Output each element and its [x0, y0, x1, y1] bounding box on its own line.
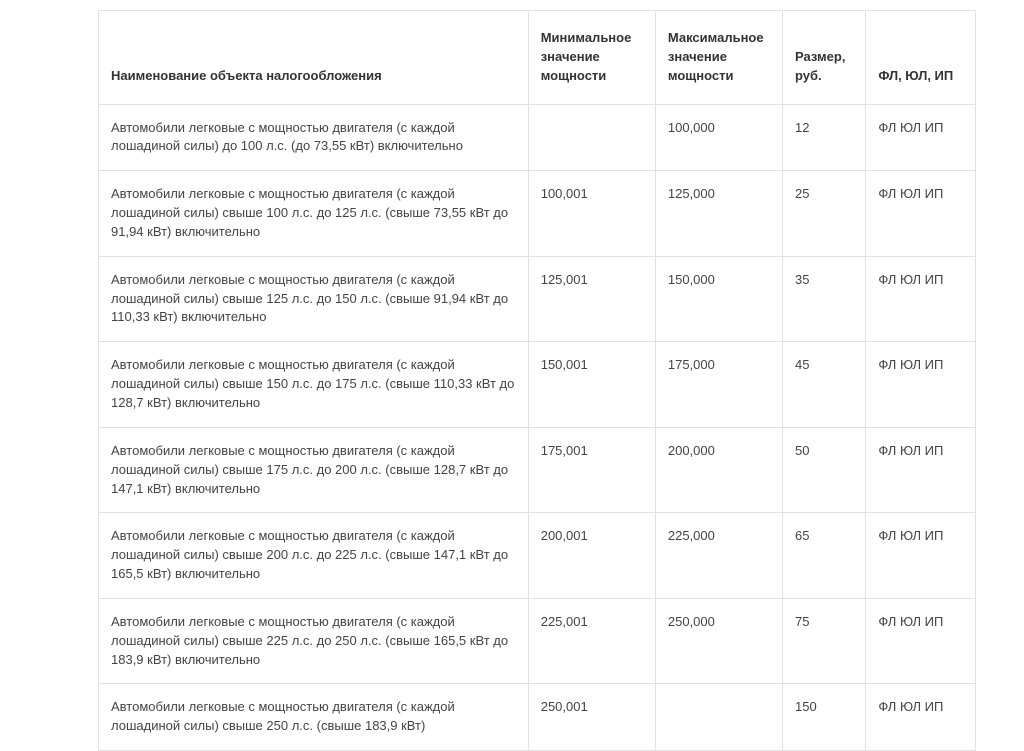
col-header-min: Минимальное значение мощности: [528, 11, 655, 105]
col-header-type: ФЛ, ЮЛ, ИП: [866, 11, 976, 105]
cell-rate: 50: [783, 427, 866, 513]
table-row: Автомобили легковые с мощностью двигател…: [99, 171, 976, 257]
table-row: Автомобили легковые с мощностью двигател…: [99, 256, 976, 342]
cell-max: 225,000: [655, 513, 782, 599]
cell-min: 250,001: [528, 684, 655, 751]
cell-min: 175,001: [528, 427, 655, 513]
cell-name: Автомобили легковые с мощностью двигател…: [99, 513, 529, 599]
col-header-max: Максимальное значение мощности: [655, 11, 782, 105]
table-row: Автомобили легковые с мощностью двигател…: [99, 427, 976, 513]
cell-name: Автомобили легковые с мощностью двигател…: [99, 342, 529, 428]
cell-max: 250,000: [655, 598, 782, 684]
cell-type: ФЛ ЮЛ ИП: [866, 171, 976, 257]
cell-name: Автомобили легковые с мощностью двигател…: [99, 598, 529, 684]
table-row: Автомобили легковые с мощностью двигател…: [99, 342, 976, 428]
tax-table: Наименование объекта налогообложения Мин…: [98, 10, 976, 751]
cell-type: ФЛ ЮЛ ИП: [866, 104, 976, 171]
cell-type: ФЛ ЮЛ ИП: [866, 256, 976, 342]
cell-name: Автомобили легковые с мощностью двигател…: [99, 684, 529, 751]
cell-rate: 150: [783, 684, 866, 751]
cell-rate: 25: [783, 171, 866, 257]
table-header-row: Наименование объекта налогообложения Мин…: [99, 11, 976, 105]
cell-rate: 12: [783, 104, 866, 171]
cell-min: 225,001: [528, 598, 655, 684]
cell-min: 125,001: [528, 256, 655, 342]
cell-rate: 75: [783, 598, 866, 684]
col-header-name: Наименование объекта налогообложения: [99, 11, 529, 105]
cell-type: ФЛ ЮЛ ИП: [866, 513, 976, 599]
cell-type: ФЛ ЮЛ ИП: [866, 684, 976, 751]
table-row: Автомобили легковые с мощностью двигател…: [99, 104, 976, 171]
cell-rate: 45: [783, 342, 866, 428]
cell-type: ФЛ ЮЛ ИП: [866, 427, 976, 513]
cell-max: 100,000: [655, 104, 782, 171]
cell-name: Автомобили легковые с мощностью двигател…: [99, 104, 529, 171]
cell-name: Автомобили легковые с мощностью двигател…: [99, 171, 529, 257]
cell-max: 125,000: [655, 171, 782, 257]
cell-type: ФЛ ЮЛ ИП: [866, 342, 976, 428]
cell-min: 200,001: [528, 513, 655, 599]
cell-rate: 35: [783, 256, 866, 342]
cell-min: [528, 104, 655, 171]
cell-max: 150,000: [655, 256, 782, 342]
col-header-rate: Размер, руб.: [783, 11, 866, 105]
cell-max: [655, 684, 782, 751]
cell-max: 175,000: [655, 342, 782, 428]
table-row: Автомобили легковые с мощностью двигател…: [99, 598, 976, 684]
cell-rate: 65: [783, 513, 866, 599]
table-row: Автомобили легковые с мощностью двигател…: [99, 684, 976, 751]
tax-table-container: Наименование объекта налогообложения Мин…: [0, 0, 1024, 751]
table-body: Автомобили легковые с мощностью двигател…: [99, 104, 976, 751]
cell-name: Автомобили легковые с мощностью двигател…: [99, 427, 529, 513]
cell-min: 100,001: [528, 171, 655, 257]
cell-min: 150,001: [528, 342, 655, 428]
cell-type: ФЛ ЮЛ ИП: [866, 598, 976, 684]
cell-max: 200,000: [655, 427, 782, 513]
cell-name: Автомобили легковые с мощностью двигател…: [99, 256, 529, 342]
table-row: Автомобили легковые с мощностью двигател…: [99, 513, 976, 599]
